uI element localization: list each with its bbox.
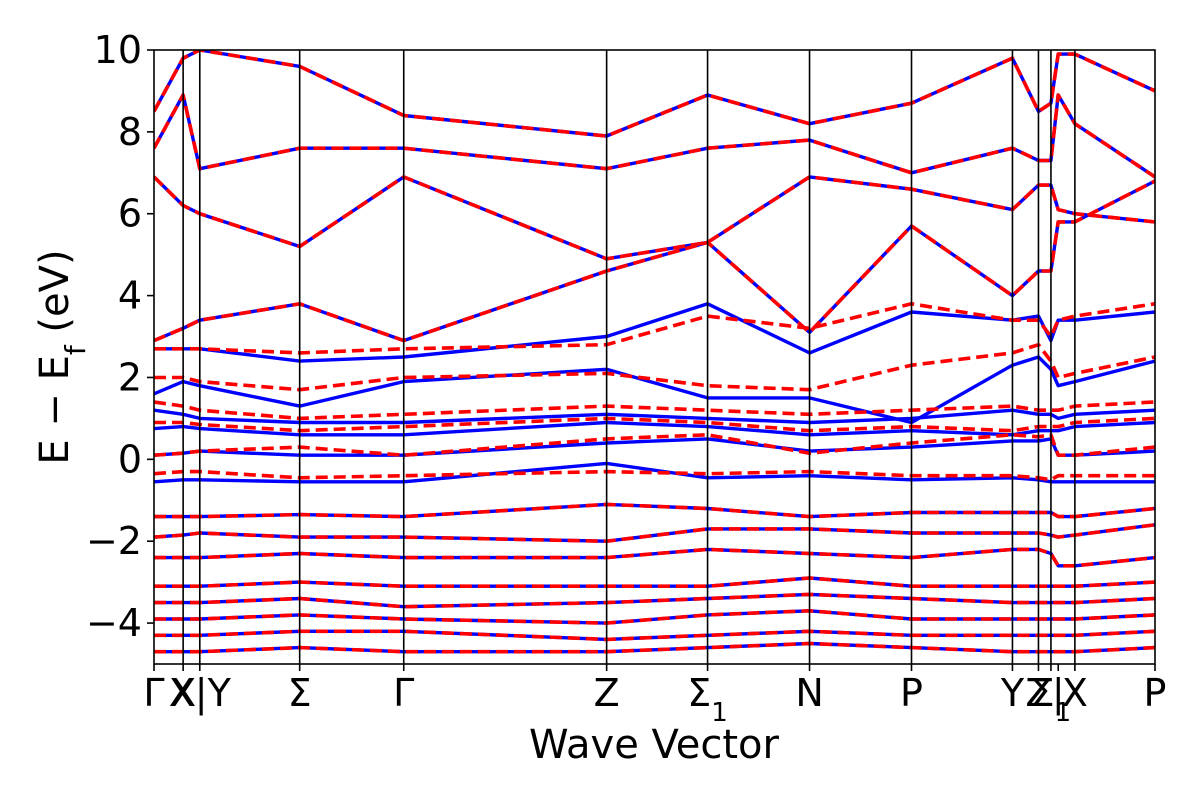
x-tick-label: Σ — [288, 671, 312, 715]
x-tick-label: Γ — [393, 671, 414, 715]
x-tick-label: Z — [1025, 671, 1051, 715]
y-tick-label: 4 — [118, 274, 142, 318]
x-tick-label: P — [900, 671, 923, 715]
dashed-band-line — [154, 93, 1155, 179]
x-tick-label: Γ — [143, 671, 164, 715]
dashed-band-line — [154, 179, 1155, 343]
x-axis-title: Wave Vector — [529, 722, 780, 768]
x-tick-label: Z — [594, 671, 620, 715]
y-tick-label: 2 — [118, 355, 142, 399]
y-axis-title-subscript: f — [59, 344, 92, 355]
dashed-band-line — [154, 302, 1155, 355]
y-axis-title: E − Ef (eV) — [32, 249, 92, 464]
y-tick-label: 8 — [118, 110, 142, 154]
plot-area — [154, 50, 1155, 664]
kpoint-lines — [182, 50, 1076, 664]
y-axis-title-unit: (eV) — [32, 249, 78, 345]
x-tick-label: X — [170, 671, 196, 715]
y-tick-label: −2 — [86, 519, 142, 563]
y-tick-label: −4 — [86, 601, 142, 645]
dashed-band-line — [154, 50, 1155, 138]
y-tick-label: 0 — [118, 437, 142, 481]
x-tick-label: X|Y — [169, 671, 232, 716]
x-tick-label: X — [1062, 671, 1088, 715]
x-tick-label: Σ1 — [1031, 671, 1072, 728]
x-tick-label: | — [1052, 671, 1065, 716]
svg-text:E − Ef (eV): E − Ef (eV) — [32, 249, 92, 464]
y-axis-ticks: −4 −2 0 2 4 6 8 10 — [86, 28, 154, 645]
y-axis-title-main: E − E — [32, 355, 78, 465]
x-tick-label: N — [795, 671, 823, 715]
x-tick-label: Y — [1000, 671, 1025, 715]
x-tick-label: P — [1144, 671, 1167, 715]
x-tick-label: Σ1 — [687, 671, 728, 728]
y-tick-label: 10 — [94, 28, 142, 72]
x-axis-ticks: Γ XX|Y Σ Γ Z Σ1 N P Y ZΣ1|X P — [143, 664, 1166, 728]
plot-frame — [153, 49, 1156, 665]
y-tick-label: 6 — [118, 192, 142, 236]
